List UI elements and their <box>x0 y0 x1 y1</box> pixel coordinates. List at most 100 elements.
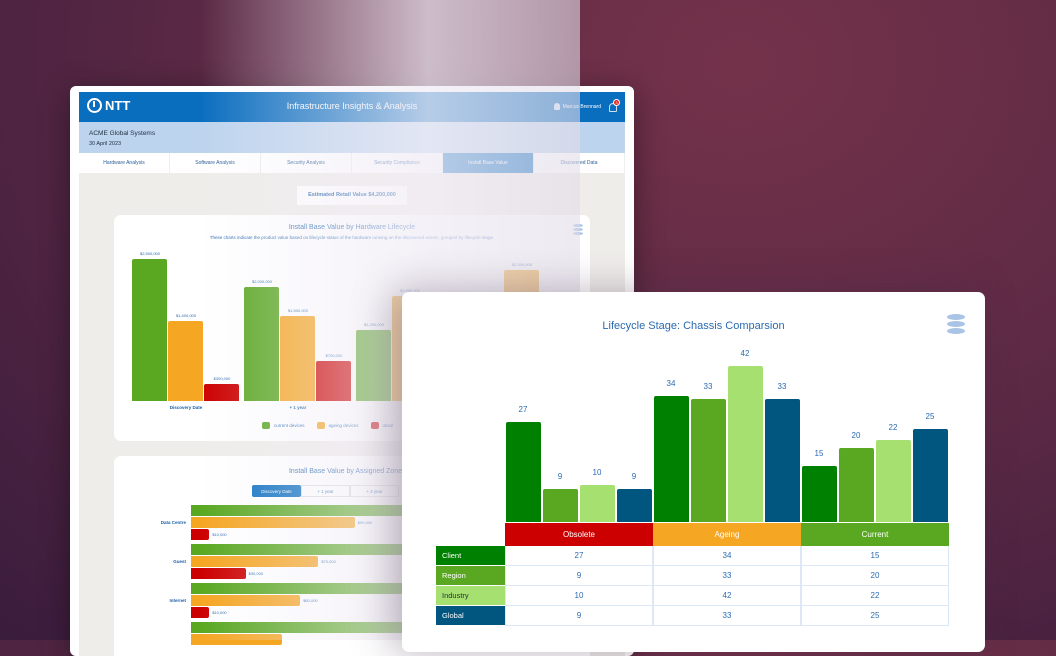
bar-industry[interactable] <box>876 440 911 522</box>
tab-security-compliance[interactable]: Security Compliance <box>352 153 443 173</box>
report-date: 30 April 2023 <box>89 141 122 147</box>
database-icon[interactable] <box>947 314 965 334</box>
legend-item[interactable]: obsol <box>370 422 394 429</box>
bar-region[interactable] <box>839 447 874 522</box>
bar-value-label: 27 <box>518 404 528 414</box>
table-cell: 20 <box>801 566 949 586</box>
tab-bar: Hardware Analysis Software Analysis Securi… <box>79 153 625 173</box>
table-header-ageing: Ageing <box>653 523 801 546</box>
legend-swatch <box>262 422 270 429</box>
user-menu[interactable]: Marcus Brennard <box>553 103 601 110</box>
bar-value-label: 22 <box>888 423 898 433</box>
category-label: Discovery Date <box>169 405 203 410</box>
legend-item[interactable]: current devices <box>262 422 305 429</box>
table-cell: 22 <box>801 586 949 606</box>
org-banner: ACME Global Systems 30 April 2023 <box>79 122 625 153</box>
bar-global[interactable] <box>617 488 652 522</box>
logo-icon <box>87 98 102 113</box>
chart-title: Lifecycle Stage: Chassis Comparsion <box>602 320 785 332</box>
bar-client[interactable] <box>654 395 689 522</box>
bar-ageing[interactable] <box>191 595 301 606</box>
bar-current-devices[interactable] <box>356 330 391 401</box>
tab-software-analysis[interactable]: Software Analysis <box>170 153 261 173</box>
table-cell: 9 <box>505 606 653 626</box>
table-cell: 42 <box>653 586 801 606</box>
bar-client[interactable] <box>802 466 837 522</box>
tab-hardware-analysis[interactable]: Hardware Analysis <box>79 153 170 173</box>
bar-industry[interactable] <box>580 484 615 522</box>
table-row-label: Industry <box>436 586 505 606</box>
bar-ageing-devices[interactable] <box>168 321 203 401</box>
category-label: + 1 year <box>289 405 307 410</box>
legend-swatch <box>316 422 325 429</box>
bar-value-label: $300,000 <box>213 375 231 381</box>
bar-obsolete[interactable] <box>191 568 246 579</box>
zone-label: Data Centre <box>160 520 186 525</box>
legend-label: ageing devices <box>328 423 359 428</box>
toggle-discovery-date[interactable]: Discovery Date <box>252 485 301 497</box>
table-row-label: Region <box>436 566 505 586</box>
logo-text: NTT <box>105 98 131 113</box>
bar-value-label: 20 <box>851 430 861 440</box>
bar-industry[interactable] <box>728 366 763 522</box>
bar-ageing-devices[interactable] <box>280 315 315 401</box>
zone-label: Internet <box>169 598 186 603</box>
notification-badge: 3 <box>613 99 620 106</box>
legend-item[interactable]: ageing devices <box>316 422 359 429</box>
user-icon <box>553 103 560 110</box>
bar-value-label: 9 <box>631 471 637 481</box>
bar-value-label: 15 <box>814 449 824 459</box>
bar-obsol[interactable] <box>316 361 351 401</box>
legend-label: current devices <box>274 423 305 428</box>
bar-value-label: 34 <box>666 378 676 388</box>
bar-region[interactable] <box>543 488 578 522</box>
table-cell: 34 <box>653 546 801 566</box>
table-cell: 15 <box>801 546 949 566</box>
bar-global[interactable] <box>765 399 800 522</box>
bar-value-label: 33 <box>703 382 713 392</box>
legend-label: obsol <box>382 423 394 428</box>
database-icon[interactable] <box>573 224 583 236</box>
table-cell: 9 <box>505 566 653 586</box>
table-row-label: Global <box>436 606 505 626</box>
bar-value-label: 9 <box>557 471 563 481</box>
chassis-comparison-card: Lifecycle Stage: Chassis Comparsion 27 27… <box>402 292 985 652</box>
bar-value-label: $1,400,000 <box>175 313 197 319</box>
app-title: Infrastructure Insights & Analysis <box>286 101 418 111</box>
bar-value-label: $70,000 <box>321 559 336 564</box>
bar-global[interactable] <box>913 429 948 522</box>
bar-obsolete[interactable] <box>191 607 210 618</box>
chart-title: Install Base Value by Hardware Lifecycle <box>288 224 416 231</box>
table-cell: 33 <box>653 566 801 586</box>
chart-subtitle: These charts indicate the product value … <box>209 235 495 240</box>
bar-value-label: $2,500,000 <box>139 251 161 256</box>
estimated-value-box: Estimated Retail Value $4,200,000 <box>297 186 407 205</box>
chart-legend: current devices ageing devices obsol <box>262 422 393 429</box>
bar-value-label: $1,250,000 <box>363 322 385 327</box>
bar-obsolete[interactable] <box>191 529 210 540</box>
tab-install-base-value[interactable]: Install Base Value <box>443 153 534 173</box>
table-header-current: Current <box>801 523 949 546</box>
bar-value-label: $1,500,000 <box>287 307 309 313</box>
bar-value-label: 42 <box>740 349 750 358</box>
toggle-1-year[interactable]: + 1 year <box>301 485 350 497</box>
app-header: NTT Infrastructure Insights & Analysis M… <box>79 92 625 122</box>
bar-value-label: $2,300,000 <box>511 262 533 268</box>
tab-security-analysis[interactable]: Security Analysis <box>261 153 352 173</box>
bar-obsol[interactable] <box>204 383 239 401</box>
bar-value-label: 33 <box>777 382 787 392</box>
bar-current-devices[interactable] <box>132 259 167 401</box>
bar-client[interactable] <box>506 421 541 522</box>
table-cell: 25 <box>801 606 949 626</box>
toggle-2-year[interactable]: + 2 year <box>350 485 399 497</box>
bar-ageing[interactable] <box>191 556 319 567</box>
tab-discovered-data[interactable]: Discovered Data <box>534 153 625 173</box>
bar-current-devices[interactable] <box>244 287 279 401</box>
bar-ageing[interactable] <box>191 517 355 528</box>
bar-value-label: $10,000 <box>212 532 227 537</box>
bar-value-label: $2,000,000 <box>251 279 273 285</box>
ntt-logo[interactable]: NTT <box>87 98 130 113</box>
bar-value-label: $60,000 <box>303 598 318 603</box>
bar-region[interactable] <box>691 399 726 522</box>
period-toggle: Discovery Date + 1 year + 2 year <box>252 485 399 497</box>
